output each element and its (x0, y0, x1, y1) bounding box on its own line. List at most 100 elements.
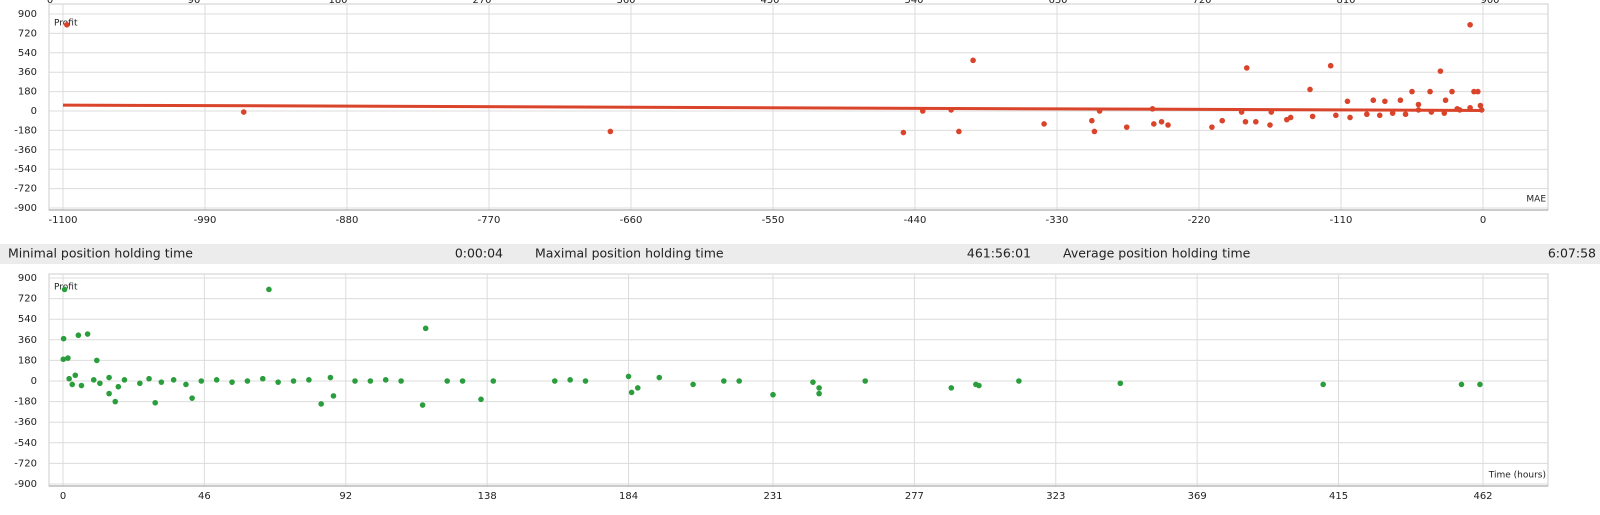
data-point (1347, 114, 1353, 121)
x-tick-label: 184 (619, 491, 638, 502)
data-point (306, 377, 312, 383)
data-point (1449, 88, 1455, 95)
data-point (970, 57, 976, 64)
y-tick-label: -720 (14, 184, 37, 195)
data-point (1389, 110, 1396, 116)
data-point (97, 380, 103, 387)
data-point (1415, 107, 1422, 113)
y-tick-label: -180 (14, 397, 37, 408)
y-tick-label: 360 (18, 335, 37, 346)
data-point (152, 399, 159, 406)
y-tick-label: 720 (18, 28, 37, 39)
data-point (61, 286, 68, 293)
data-point (229, 379, 235, 385)
data-point (121, 377, 128, 383)
data-point (65, 355, 71, 361)
data-point (956, 128, 962, 135)
data-point (1428, 109, 1435, 115)
data-point (862, 378, 869, 384)
data-point (1478, 107, 1485, 113)
stat-value: 461:56:01 (967, 246, 1031, 261)
data-point (628, 389, 635, 396)
data-point (1441, 110, 1448, 116)
data-point (919, 108, 926, 114)
data-point (810, 379, 816, 385)
data-point (1287, 114, 1294, 121)
y-tick-label: -540 (14, 438, 37, 449)
data-point (607, 128, 614, 135)
data-point (1238, 109, 1245, 115)
x-tick-label: 462 (1473, 491, 1492, 502)
data-point (1344, 98, 1351, 105)
plot-frame (48, 273, 1549, 487)
data-point (1089, 117, 1095, 124)
data-point (137, 380, 143, 387)
data-point (690, 381, 696, 388)
x2-tick-label: 90 (188, 0, 201, 6)
data-point (1467, 104, 1473, 111)
data-point (1091, 128, 1098, 135)
data-point (198, 378, 205, 384)
data-point (170, 377, 177, 383)
x-tick-label: 0 (1480, 215, 1486, 226)
y-tick-label: -720 (14, 458, 37, 469)
y-tick-label: -180 (14, 125, 37, 136)
data-point (1158, 118, 1165, 125)
y-tick-label: 0 (31, 376, 37, 387)
data-point (1267, 122, 1273, 128)
x-tick-label: -990 (194, 215, 217, 226)
data-point (551, 378, 558, 384)
data-point (656, 374, 663, 381)
data-point (189, 395, 195, 401)
data-point (290, 378, 297, 384)
data-point (1151, 121, 1157, 127)
data-point (976, 382, 982, 389)
data-point (84, 331, 91, 337)
data-point (398, 378, 404, 384)
data-point (112, 398, 119, 405)
y-tick-label: 720 (18, 294, 37, 305)
data-point (736, 378, 742, 384)
data-point (1219, 117, 1226, 124)
y-tick-label: -900 (14, 479, 37, 490)
x-tick-label: 92 (339, 491, 352, 502)
data-point (1475, 88, 1481, 95)
x-tick-label: -440 (904, 215, 927, 226)
data-point (1165, 122, 1171, 128)
data-point (1442, 97, 1449, 104)
data-point (1041, 121, 1047, 127)
x-tick-label: 138 (478, 491, 497, 502)
stat-label: Average position holding time (1063, 246, 1251, 261)
x-axis-label: MAE (1526, 195, 1546, 205)
data-point (183, 381, 189, 388)
data-point (1327, 62, 1334, 69)
data-point (1458, 381, 1465, 388)
data-point (490, 378, 497, 384)
x-tick-label: -330 (1046, 215, 1069, 226)
data-point (367, 378, 374, 384)
data-point (721, 378, 727, 384)
data-point (69, 381, 76, 388)
y-tick-label: 180 (18, 87, 37, 98)
data-point (567, 377, 573, 383)
data-point (327, 374, 334, 381)
data-point (1477, 102, 1484, 109)
x-tick-label: 277 (905, 491, 924, 502)
data-point (1253, 118, 1259, 125)
data-point (478, 396, 484, 403)
data-point (948, 107, 954, 113)
data-point (1477, 381, 1483, 388)
data-point (1427, 88, 1433, 95)
data-point (72, 372, 79, 379)
data-point (60, 335, 67, 342)
data-point (1209, 124, 1215, 130)
x-tick-label: -1100 (48, 215, 77, 226)
data-point (1454, 106, 1460, 112)
y-tick-label: 360 (18, 67, 37, 78)
data-point (582, 378, 589, 384)
data-point (94, 357, 100, 364)
data-point (78, 382, 85, 389)
x-tick-label: 46 (198, 491, 211, 502)
data-point (816, 385, 822, 391)
